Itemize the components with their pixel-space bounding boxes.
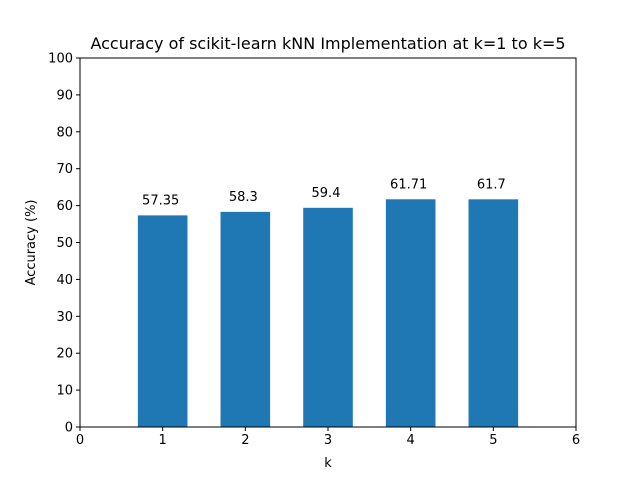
- y-tick-label: 40: [56, 273, 73, 288]
- bar-k-5: [468, 199, 519, 427]
- x-tick-label: 1: [159, 433, 167, 448]
- bar-value-label-k-3: 59.4: [312, 186, 341, 201]
- bar-k-1: [137, 215, 188, 427]
- bar-k-4: [385, 199, 436, 427]
- bar-value-label-k-1: 57.35: [142, 193, 179, 208]
- y-tick-label: 20: [56, 347, 73, 362]
- y-tick-label: 10: [56, 384, 73, 399]
- y-tick-label: 60: [56, 199, 73, 214]
- y-axis-ticks: 0 10 20 30 40 50 60 70 80 90 100: [48, 52, 80, 436]
- bar-k-3: [303, 207, 353, 427]
- bar-value-label-k-5: 61.7: [477, 177, 506, 192]
- y-tick-label: 50: [56, 236, 73, 251]
- x-tick-label: 0: [76, 433, 84, 448]
- y-tick-label: 70: [56, 162, 73, 177]
- y-tick-label: 100: [48, 52, 73, 67]
- y-tick-label: 80: [56, 125, 73, 140]
- x-axis-label: k: [324, 456, 332, 471]
- x-tick-label: 5: [489, 433, 497, 448]
- x-axis-ticks: 0 1 2 3 4 5 6: [76, 427, 580, 448]
- x-tick-label: 3: [324, 433, 332, 448]
- x-tick-label: 4: [407, 433, 415, 448]
- bars-group: [137, 199, 519, 427]
- y-tick-label: 90: [56, 88, 73, 103]
- bar-k-2: [220, 211, 271, 427]
- x-tick-label: 2: [241, 433, 249, 448]
- y-tick-label: 0: [65, 421, 73, 436]
- plot-frame: [79, 57, 577, 428]
- bar-value-label-k-2: 58.3: [229, 190, 258, 205]
- x-tick-label: 6: [572, 433, 580, 448]
- y-axis-label: Accuracy (%): [24, 200, 39, 286]
- y-tick-label: 30: [56, 310, 73, 325]
- chart-title: Accuracy of scikit-learn kNN Implementat…: [90, 34, 565, 53]
- bar-value-label-k-4: 61.71: [390, 177, 427, 192]
- data-labels-group: 57.35 58.3 59.4 61.71 61.7: [142, 177, 506, 208]
